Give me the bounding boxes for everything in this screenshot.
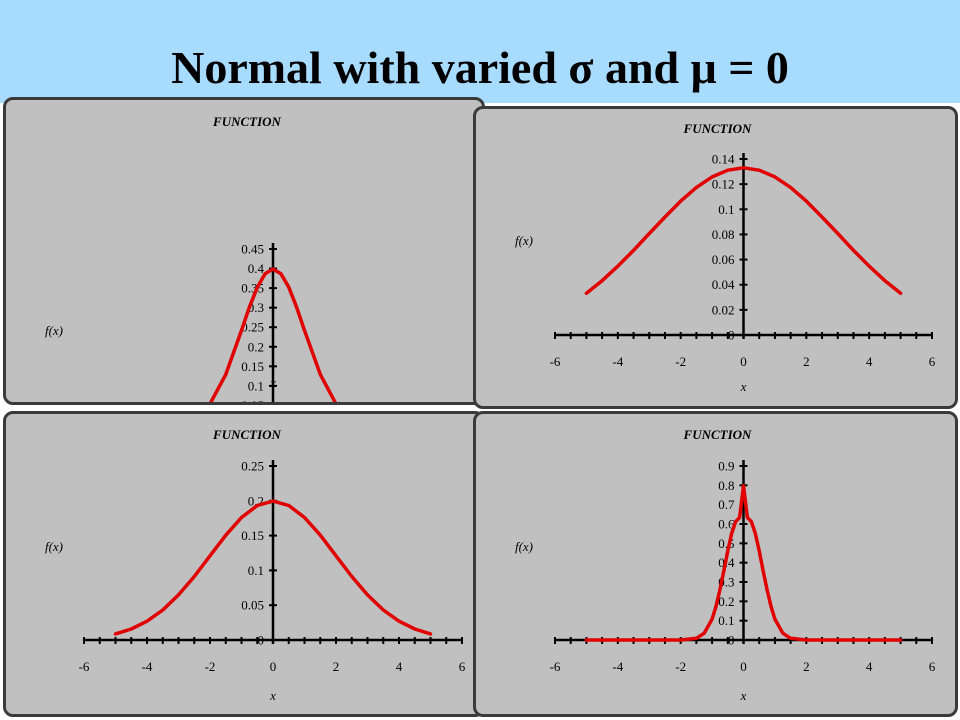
y-tick-label: 0.4 <box>248 261 265 276</box>
y-tick-label: 0.25 <box>241 320 264 335</box>
y-tick-label: 0.2 <box>248 339 264 354</box>
y-axis-label: f(x) <box>45 539 63 554</box>
x-tick-label: 6 <box>929 659 936 674</box>
y-tick-label: 0.1 <box>718 613 734 628</box>
x-tick-label: -6 <box>550 659 561 674</box>
x-tick-label: -4 <box>612 659 623 674</box>
chart-title: FUNCTION <box>683 427 753 442</box>
y-tick-label: 0.1 <box>718 202 734 217</box>
x-tick-label: 6 <box>929 354 936 369</box>
y-tick-label: 0.05 <box>241 598 264 613</box>
chart-title: FUNCTION <box>212 114 282 129</box>
y-tick-label: 0.12 <box>712 177 735 192</box>
y-tick-label: 0.25 <box>241 459 264 474</box>
series-line <box>209 267 337 402</box>
chart-svg: FUNCTION-6 -4 -2 0 2 4 600.050.10.150.20.25xf(… <box>45 427 466 703</box>
y-tick-label: 0.14 <box>712 152 735 167</box>
x-tick-label: 2 <box>803 659 810 674</box>
y-tick-label: 0.05 <box>241 398 264 402</box>
y-tick-label: 0.06 <box>712 252 735 267</box>
series-line <box>584 483 903 642</box>
y-tick-label: 0 <box>728 633 735 648</box>
x-tick-label: -4 <box>142 659 153 674</box>
x-tick-label: 0 <box>740 659 747 674</box>
y-tick-label: 0.45 <box>241 242 264 257</box>
x-tick-label: 4 <box>866 354 873 369</box>
y-tick-label: 0.9 <box>718 459 734 474</box>
x-tick-label: 0 <box>270 659 277 674</box>
series-line <box>584 166 903 296</box>
page-title: Normal with varied σ and μ = 0 <box>171 42 789 93</box>
x-tick-label: -6 <box>550 354 561 369</box>
y-tick-label: 0 <box>728 328 735 343</box>
y-tick-label: 0.1 <box>248 563 264 578</box>
x-axis-label: x <box>740 379 747 394</box>
y-tick-label: 0.7 <box>718 497 735 512</box>
x-axis-label: x <box>269 688 276 703</box>
y-axis-label: f(x) <box>515 539 533 554</box>
x-tick-label: 4 <box>396 659 403 674</box>
chart-panel-4: FUNCTION -6 -4 -2 0 2 4 6 0 0.1 0.2 0.3 0.4 0.5 0.6 0.7… <box>473 411 958 717</box>
x-tick-label: 2 <box>803 354 810 369</box>
y-axis-label: f(x) <box>515 233 533 248</box>
y-tick-label: 0.6 <box>718 517 735 532</box>
x-tick-label: -2 <box>675 354 686 369</box>
title-banner <box>0 0 960 103</box>
x-tick-label: -6 <box>79 659 90 674</box>
y-tick-label: 0.02 <box>712 302 735 317</box>
x-tick-label: -2 <box>675 659 686 674</box>
y-tick-label: 0.15 <box>241 359 264 374</box>
chart-title: FUNCTION <box>212 427 282 442</box>
x-tick-label: -2 <box>205 659 216 674</box>
y-tick-label: 0.2 <box>718 594 734 609</box>
chart-panel-1: FUNCTION-6-4-2024600.050.10.150.20.250.3… <box>3 97 485 405</box>
x-tick-label: 2 <box>333 659 340 674</box>
x-tick-label: -4 <box>612 354 623 369</box>
y-tick-label: 0.04 <box>712 277 735 292</box>
chart-title: FUNCTION <box>683 121 753 136</box>
y-tick-label: 0.1 <box>248 378 264 393</box>
y-tick-label: 0.8 <box>718 478 734 493</box>
y-axis-label: f(x) <box>45 323 63 338</box>
y-tick-label: 0 <box>258 633 265 648</box>
chart-panel-2: FUNCTION -6 -4 -2 0 2 4 6 0 0.02 0.04 0.06 0.08 0.1 0.… <box>473 106 958 409</box>
x-tick-label: 0 <box>740 354 747 369</box>
chart-panel-3: FUNCTION -6 -4 -2 0 2 4 6 0 0.05 0.1 0.15 0.2 0.25 x f(… <box>3 411 485 717</box>
y-tick-label: 0.15 <box>241 528 264 543</box>
x-tick-label: 4 <box>866 659 873 674</box>
series-line <box>113 499 433 636</box>
x-axis-label: x <box>740 688 747 703</box>
x-tick-label: 6 <box>459 659 466 674</box>
y-tick-label: 0.08 <box>712 227 735 242</box>
chart-svg: FUNCTION-6 -4 -2 0 2 4 600.10.20.30.40.50.60.7… <box>515 427 936 703</box>
x-axis-label: x <box>269 375 276 390</box>
chart-svg: FUNCTION -6 -4 -2 0 2 4 6 0 0.02 0.04 0.06 0.08 0.1 0.… <box>515 121 936 394</box>
chart-svg: FUNCTION-6-4-2024600.050.10.150.20.250.3… <box>45 114 337 402</box>
